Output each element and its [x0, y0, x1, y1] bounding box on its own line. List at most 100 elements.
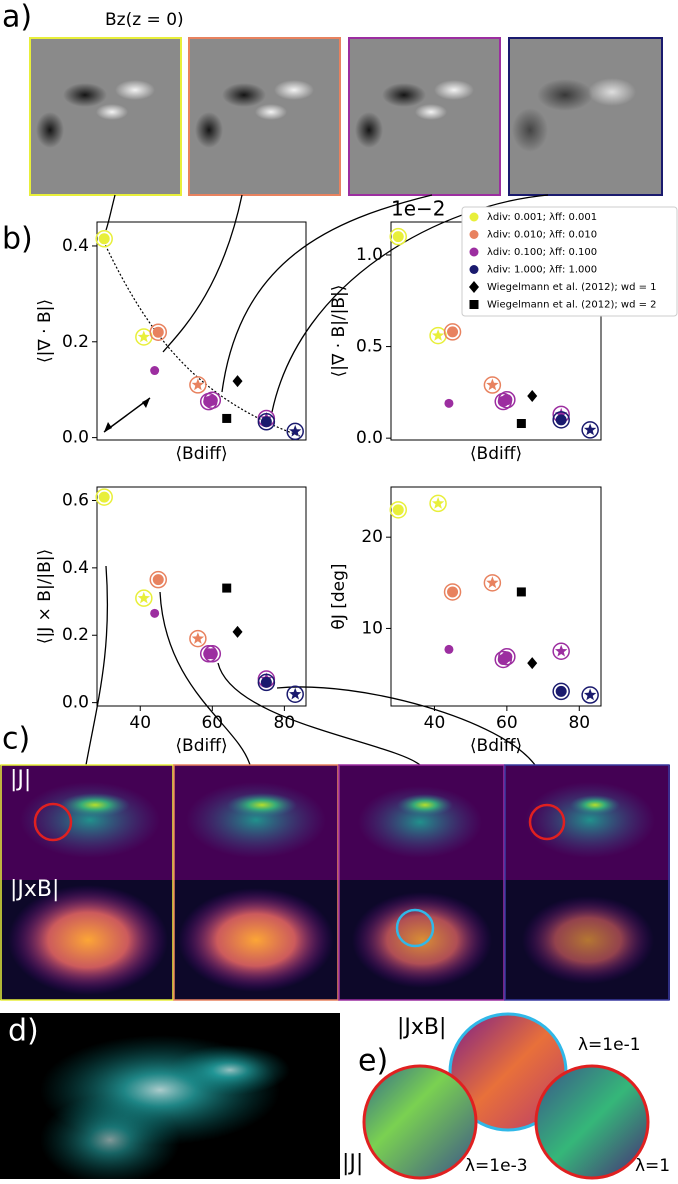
marker	[203, 645, 222, 663]
marker	[286, 685, 304, 703]
square	[222, 413, 232, 423]
marker	[527, 390, 538, 403]
marker	[189, 376, 207, 394]
dot	[447, 326, 459, 338]
marker	[443, 583, 462, 601]
ring	[498, 647, 516, 666]
star	[137, 591, 150, 604]
square	[516, 419, 526, 429]
image-label: λ=1	[635, 1156, 670, 1176]
legend-label: λdiv: 0.010; λff: 0.010	[487, 230, 597, 241]
marker	[203, 391, 222, 409]
ring	[581, 686, 599, 704]
star	[555, 407, 568, 420]
y-tick-label: 0.6	[62, 490, 89, 510]
y-tick-label: 1.0	[356, 245, 383, 265]
dot	[206, 648, 218, 660]
marker	[95, 230, 113, 248]
marker	[286, 422, 304, 441]
ring	[498, 390, 516, 409]
dot	[260, 416, 272, 428]
plot-area	[96, 486, 307, 707]
star	[584, 688, 597, 701]
marker	[552, 682, 570, 701]
marker	[149, 323, 168, 341]
ring	[443, 583, 462, 601]
panel-label: a)	[2, 0, 32, 35]
dot	[469, 247, 479, 257]
y-axis-label: ⟨|∇ · B|⟩	[35, 299, 55, 363]
y-tick-label: 0.0	[356, 428, 383, 448]
y-tick-label: 0.0	[62, 428, 89, 448]
square	[222, 583, 232, 593]
marker	[498, 390, 516, 409]
marker	[150, 608, 160, 618]
magnetogram	[29, 37, 182, 196]
legend-label: λdiv: 0.100; λff: 0.100	[487, 247, 597, 258]
square	[469, 300, 479, 309]
y-tick-label: 0.4	[62, 236, 89, 256]
highlight-circle	[33, 802, 73, 842]
image-label: λ=1e-1	[578, 1035, 641, 1055]
ring	[203, 645, 222, 663]
image-label: Bz(z = 0)	[105, 10, 184, 30]
ring	[389, 227, 407, 246]
ring	[203, 391, 222, 409]
y-axis-label: θJ [deg]	[329, 563, 349, 629]
plot-area	[390, 486, 602, 707]
star	[584, 423, 597, 436]
panel-label: d)	[8, 1014, 39, 1049]
y-tick-label: 0.2	[62, 625, 89, 645]
legend-marker	[469, 247, 479, 257]
legend-marker	[469, 265, 479, 274]
dot	[444, 398, 454, 408]
magnetogram	[188, 37, 341, 196]
dot	[98, 233, 110, 245]
marker	[149, 570, 168, 589]
x-tick-label: 60	[496, 713, 518, 733]
ring	[581, 421, 599, 439]
current-map	[352, 786, 492, 988]
diamond	[527, 657, 538, 670]
legend-label: Wiegelmann et al. (2012); wd = 2	[487, 300, 657, 311]
x-axis-label: ⟨Bdiff⟩	[470, 444, 522, 464]
marker	[483, 574, 502, 592]
diamond	[232, 375, 243, 388]
ring	[286, 685, 304, 703]
highlight-circle	[395, 908, 435, 948]
ring	[149, 323, 168, 341]
marker	[429, 326, 447, 345]
marker	[389, 501, 407, 519]
diamond	[469, 281, 479, 293]
marker	[498, 647, 516, 666]
star	[431, 329, 445, 341]
marker	[150, 366, 160, 376]
plot-area	[96, 221, 307, 441]
marker	[95, 488, 113, 506]
star	[137, 330, 150, 343]
panel-label: e)	[358, 1044, 388, 1079]
y-tick-label: 20	[361, 527, 383, 547]
image-label: λ=1e-3	[465, 1156, 528, 1176]
image-label: |JxB|	[397, 1015, 446, 1040]
dot	[469, 212, 479, 222]
connectors	[85, 194, 549, 766]
magnetogram	[348, 37, 501, 196]
image-label: |JxB|	[10, 877, 59, 902]
ring	[95, 230, 113, 248]
euv-image: d)	[0, 1013, 340, 1179]
legend-marker	[469, 212, 479, 222]
dot	[555, 414, 567, 426]
y-tick-label: 0.2	[62, 332, 89, 352]
star	[486, 378, 499, 391]
x-tick-label: 40	[424, 713, 446, 733]
y-tick-label: 10	[361, 618, 383, 638]
dot	[206, 394, 218, 406]
star	[555, 644, 568, 657]
x-axis-label: ⟨Bdiff⟩	[175, 736, 227, 756]
diamond	[232, 625, 243, 638]
dot	[150, 608, 160, 618]
marker	[443, 323, 462, 341]
ring	[443, 323, 462, 341]
